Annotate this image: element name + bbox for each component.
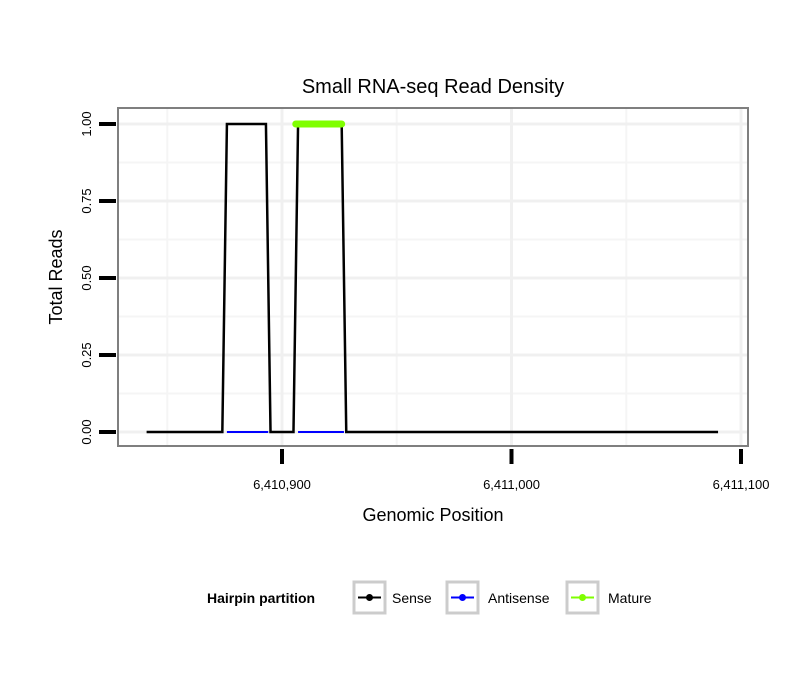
y-tick-label: 0.00 [79,419,94,444]
x-tick-label: 6,411,000 [483,477,540,492]
x-tick-label: 6,410,900 [253,477,311,492]
chart-title: Small RNA-seq Read Density [302,76,564,98]
series-line-sense [146,122,719,434]
y-tick-label: 0.50 [79,265,94,290]
legend-label-mature: Mature [608,590,652,606]
legend-key-point [579,594,586,601]
y-tick-label: 0.75 [79,188,94,213]
plot-panel-border [117,107,749,447]
y-tick-label: 1.00 [79,111,94,136]
x-tick-label: 6,411,100 [713,477,770,492]
x-axis-label: Genomic Position [362,505,503,525]
y-axis-label: Total Reads [46,229,66,324]
legend: Hairpin partition Sense Antisense Mature [207,580,652,615]
legend-title: Hairpin partition [207,590,315,606]
legend-key-point [366,594,373,601]
y-tick-label: 0.25 [79,342,94,367]
legend-label-sense: Sense [392,590,432,606]
legend-key-point [459,594,466,601]
legend-label-antisense: Antisense [488,590,550,606]
